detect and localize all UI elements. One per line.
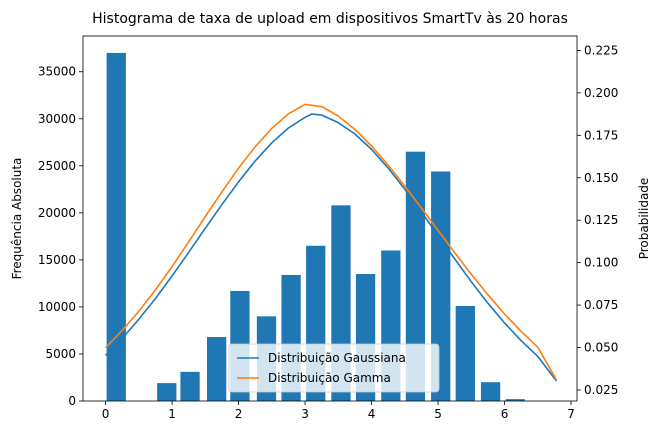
y-tick-label-3: 15000 (38, 253, 76, 267)
x-tick-label-5: 5 (434, 407, 442, 421)
y2-tick-label-4: 0.125 (584, 213, 618, 227)
histogram-bar-13 (455, 305, 475, 401)
y-tick-label-4: 20000 (38, 206, 76, 220)
series-line-0 (105, 113, 558, 382)
histogram-bar-1 (157, 383, 177, 401)
x-tick-label-3: 3 (301, 407, 309, 421)
legend-box (228, 343, 440, 393)
plot-frame (82, 35, 578, 402)
legend-label-1: Distribuição Gamma (268, 371, 391, 385)
x-tick-label-4: 4 (368, 407, 376, 421)
y-axis-right: 0.025 0.050 0.075 0.100 0.125 0.150 0.175 0.200… (577, 43, 618, 397)
y2-tick-label-7: 0.200 (584, 86, 618, 100)
y2-tick-label-0: 0.025 (584, 383, 618, 397)
legend-label-0: Distribuição Gaussiana (268, 351, 406, 365)
histogram-bar-11 (405, 151, 426, 401)
histogram-bar-15 (505, 399, 525, 401)
x-tick-label-6: 6 (501, 407, 509, 421)
y2-axis-label: Probabilidade (637, 178, 651, 260)
chart-title: Histograma de taxa de upload em disposit… (92, 11, 568, 27)
x-tick-label-1: 1 (168, 407, 176, 421)
histogram-bar-14 (480, 382, 501, 401)
y-tick-label-0: 0 (68, 394, 76, 408)
x-tick-label-2: 2 (235, 407, 243, 421)
y-tick-label-5: 25000 (38, 159, 76, 173)
y-tick-label-7: 35000 (38, 65, 76, 79)
x-tick-label-7: 7 (567, 407, 575, 421)
histogram-bar-3 (206, 337, 227, 401)
y-tick-label-1: 5000 (45, 347, 76, 361)
histogram-bar-2 (180, 371, 200, 401)
legend: Distribuição Gaussiana Distribuição Gamma (228, 343, 440, 393)
y2-tick-label-1: 0.050 (584, 341, 618, 355)
y2-tick-label-6: 0.175 (584, 128, 618, 142)
y-axis-label: Frequência Absoluta (10, 158, 24, 280)
x-axis: 0 1 2 3 4 5 6 7 (102, 401, 575, 421)
x-tick-label-0: 0 (102, 407, 110, 421)
histogram-bar-0 (106, 52, 126, 402)
y-axis-left: 0 5000 10000 15000 20000 25000 30000 35000 (38, 65, 83, 408)
y-tick-label-6: 30000 (38, 112, 76, 126)
y-tick-label-2: 10000 (38, 300, 76, 314)
series-line-1 (105, 103, 558, 381)
curves-group (105, 103, 558, 382)
y2-tick-label-5: 0.150 (584, 171, 618, 185)
y2-tick-label-3: 0.100 (584, 256, 618, 270)
y2-tick-label-8: 0.225 (584, 43, 618, 57)
y2-tick-label-2: 0.075 (584, 298, 618, 312)
